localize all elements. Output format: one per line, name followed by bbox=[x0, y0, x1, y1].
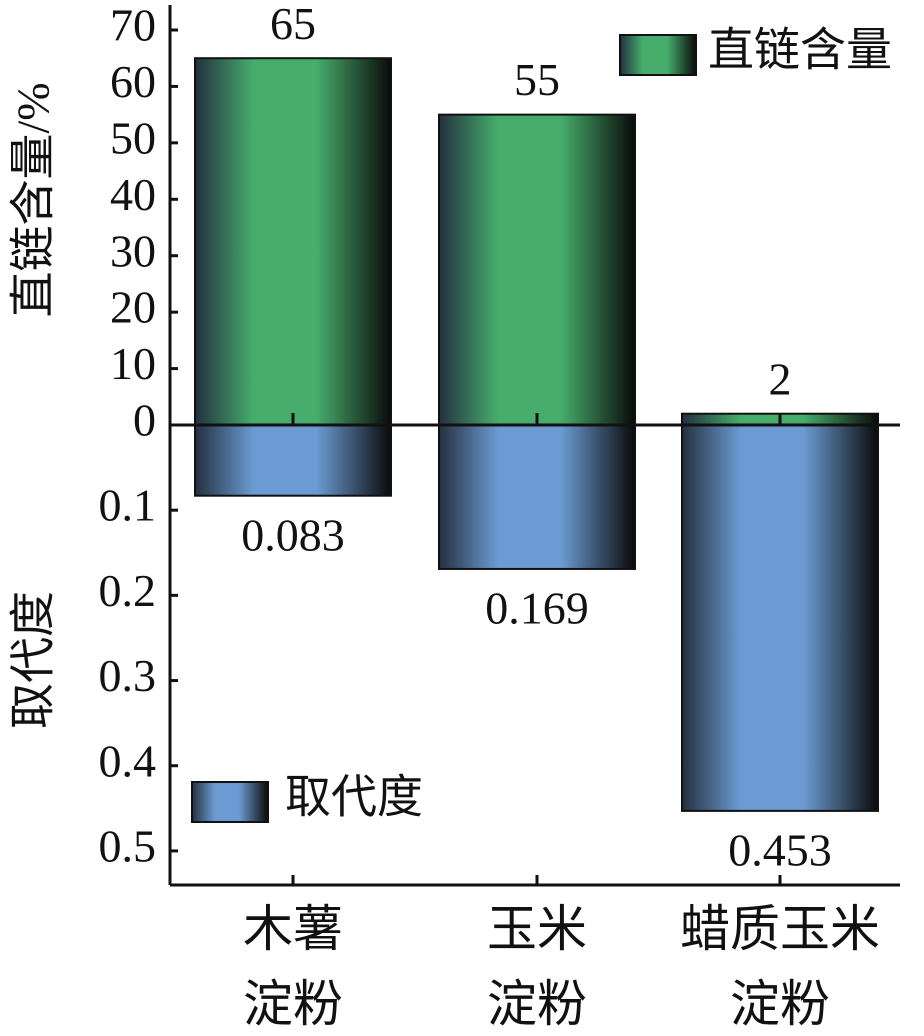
value-label: 0.169 bbox=[485, 583, 589, 634]
bar bbox=[681, 424, 879, 812]
x-tick-label: 木薯淀粉 bbox=[243, 901, 343, 1032]
y-tick-label: 40 bbox=[110, 169, 156, 220]
legend-label: 直链含量 bbox=[708, 25, 892, 76]
y2-tick-label: 0.2 bbox=[99, 565, 157, 616]
y-tick-label: 30 bbox=[110, 225, 156, 276]
legend-label: 取代度 bbox=[285, 772, 423, 823]
y-tick-label: 20 bbox=[110, 282, 156, 333]
y2-tick-label: 0.5 bbox=[99, 820, 157, 871]
bar bbox=[438, 113, 636, 427]
bar bbox=[194, 424, 392, 497]
y2-tick-label: 0.3 bbox=[99, 650, 157, 701]
y2-axis-title: 取代度 bbox=[8, 591, 59, 729]
y2-tick-label: 0.1 bbox=[99, 480, 157, 531]
x-tick-label: 蜡质玉米淀粉 bbox=[680, 901, 880, 1032]
value-label: 65 bbox=[270, 0, 316, 49]
bar bbox=[438, 424, 636, 570]
bar bbox=[194, 57, 392, 426]
value-label: 0.083 bbox=[241, 509, 345, 560]
y-tick-label: 0 bbox=[133, 395, 156, 446]
x-tick-label: 玉米淀粉 bbox=[487, 901, 587, 1032]
value-label: 0.453 bbox=[728, 824, 832, 875]
y-tick-label: 10 bbox=[110, 338, 156, 389]
legend-swatch bbox=[619, 34, 697, 76]
y-tick-label: 50 bbox=[110, 112, 156, 163]
legend-swatch bbox=[191, 781, 269, 823]
y2-tick-label: 0.4 bbox=[99, 735, 157, 786]
y-axis-title: 直链含量/% bbox=[8, 82, 59, 317]
y-tick-label: 60 bbox=[110, 56, 156, 107]
value-label: 55 bbox=[514, 54, 560, 105]
value-label: 2 bbox=[769, 353, 792, 404]
y-tick-label: 70 bbox=[110, 0, 156, 51]
